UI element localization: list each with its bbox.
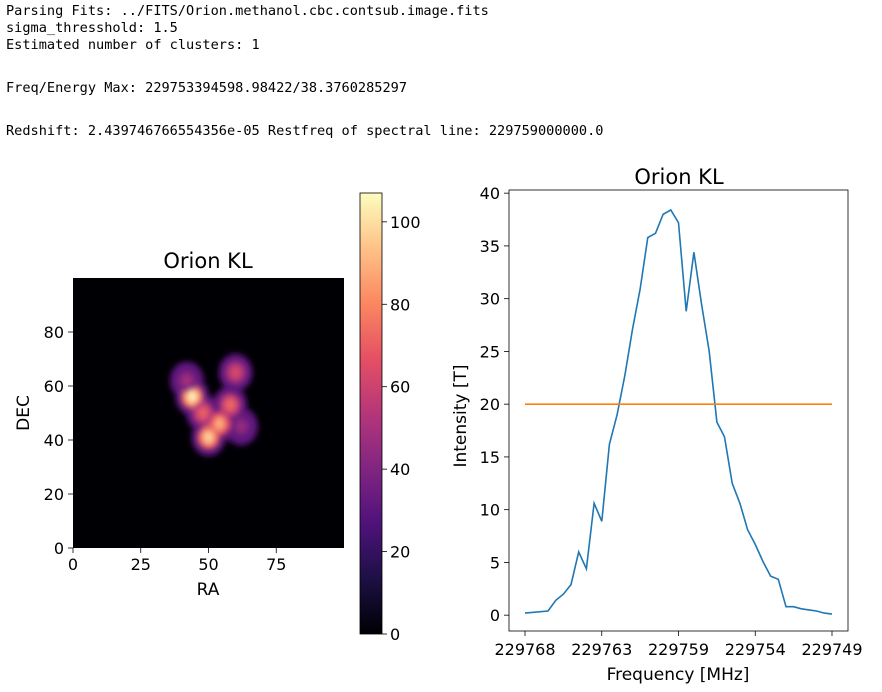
- output-line-freq-max: Freq/Energy Max: 229753394598.98422/38.3…: [6, 80, 408, 96]
- heatmap-ytick-label: 60: [44, 377, 64, 396]
- colorbar-tick-label: 60: [390, 378, 410, 397]
- line-xtick-label: 229763: [571, 640, 632, 659]
- heatmap-ytick-label: 40: [44, 431, 64, 450]
- heatmap-xtick-label: 75: [266, 555, 286, 574]
- colorbar: 0 20 40 60 80 100: [359, 192, 421, 644]
- emission-peak: [213, 416, 226, 431]
- heatmap-emission: [169, 353, 259, 457]
- heatmap-ylabel: DEC: [14, 395, 34, 431]
- line-axes: 229768 229763 229759 229754 229749 0 5 10 15 20 25…: [480, 184, 863, 659]
- line-ytick-label: 20: [480, 395, 500, 414]
- heatmap-title: Orion KL: [163, 249, 253, 273]
- emission-peak: [180, 373, 193, 388]
- line-ytick-label: 0: [490, 606, 500, 625]
- line-xtick-label: 229768: [494, 640, 555, 659]
- output-line-parsing: Parsing Fits: ../FITS/Orion.methanol.cbc…: [6, 3, 489, 19]
- line-ytick-label: 25: [480, 342, 500, 361]
- emission-peak: [197, 406, 210, 420]
- emission-peak: [224, 397, 237, 412]
- line-ytick-label: 40: [480, 184, 500, 203]
- heatmap-panel: Orion KL 0 25 50 75 0 20 40 60 80 RA DEC: [14, 249, 344, 600]
- heatmap-ytick-label: 80: [44, 323, 64, 342]
- spectrum-line: [524, 208, 833, 615]
- output-line-sigma: sigma_thresshold: 1.5: [6, 20, 178, 36]
- heatmap-axes: 0 25 50 75 0 20 40 60 80: [44, 323, 287, 574]
- heatmap-xtick-label: 25: [131, 555, 151, 574]
- line-ytick-label: 30: [480, 290, 500, 309]
- colorbar-gradient: [359, 192, 383, 635]
- line-xtick-label: 229754: [725, 640, 786, 659]
- line-plot-area: [508, 189, 849, 632]
- heatmap-ytick-label: 0: [54, 539, 64, 558]
- heatmap-xtick-label: 0: [68, 555, 78, 574]
- line-ytick-label: 5: [490, 553, 500, 572]
- line-ylabel: Intensity [T]: [451, 364, 471, 467]
- line-panel: Orion KL 229768 229763 229759 229754 229749 0…: [451, 165, 863, 685]
- line-xtick-label: 229759: [648, 640, 709, 659]
- heatmap-xtick-label: 50: [198, 555, 218, 574]
- line-series: [524, 208, 833, 615]
- heatmap-ytick-label: 20: [44, 485, 64, 504]
- emission-peak: [186, 389, 199, 404]
- colorbar-ticks: 0 20 40 60 80 100: [382, 213, 421, 644]
- output-line-redshift: Redshift: 2.439746766554356e-05 Restfreq…: [6, 123, 604, 139]
- colorbar-tick-label: 20: [390, 543, 410, 562]
- emission-peak: [229, 365, 242, 380]
- heatmap-xlabel: RA: [197, 580, 220, 600]
- emission-peak: [202, 430, 215, 445]
- line-xtick-label: 229749: [801, 640, 862, 659]
- emission-peak: [235, 419, 248, 434]
- line-ytick-label: 10: [480, 501, 500, 520]
- line-ytick-label: 15: [480, 448, 500, 467]
- output-line-clusters: Estimated number of clusters: 1: [6, 37, 260, 53]
- colorbar-tick-label: 80: [390, 295, 410, 314]
- colorbar-tick-label: 0: [390, 625, 400, 644]
- line-ytick-label: 35: [480, 237, 500, 256]
- emission-core: [180, 365, 248, 445]
- line-xlabel: Frequency [MHz]: [607, 665, 750, 685]
- colorbar-tick-label: 40: [390, 460, 410, 479]
- colorbar-tick-label: 100: [390, 213, 421, 232]
- line-title: Orion KL: [634, 165, 724, 189]
